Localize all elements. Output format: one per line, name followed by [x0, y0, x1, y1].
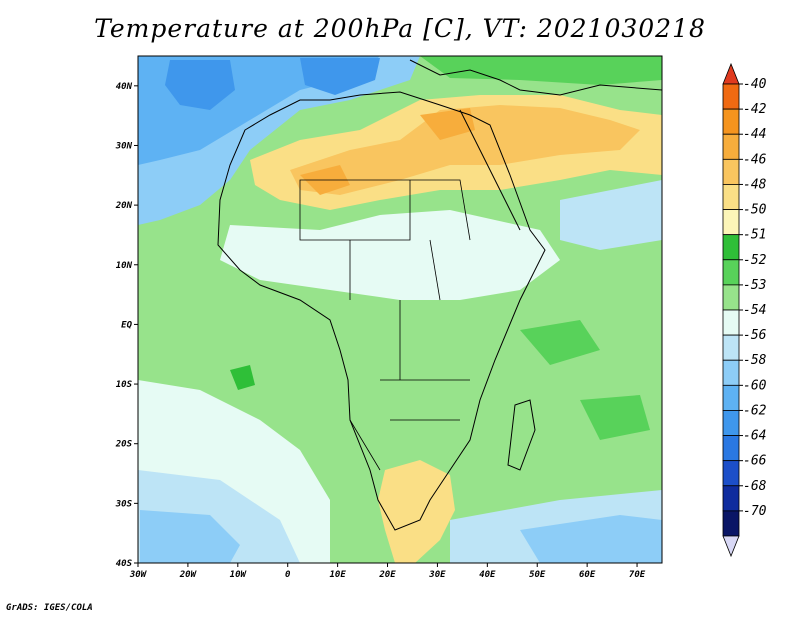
- lat-tick-label: 40S: [116, 559, 133, 569]
- colorbar-swatch: [722, 284, 740, 311]
- red-sea-coast: [459, 109, 521, 231]
- lon-tick-label: 0: [285, 570, 291, 580]
- colorbar-swatch: [722, 259, 740, 286]
- colorbar-top-arrow: [722, 62, 740, 85]
- colorbar-label: -53: [743, 278, 766, 293]
- colorbar-label: -56: [743, 328, 767, 343]
- field-green-patch-2: [580, 395, 650, 440]
- lon-tick-label: 30W: [129, 570, 148, 580]
- colorbar-label: -68: [743, 479, 767, 494]
- lat-tick-label: 10S: [116, 380, 133, 390]
- colorbar-swatch: [722, 485, 740, 512]
- lon-tick-label: 70E: [629, 570, 646, 580]
- colorbar-swatch: [722, 334, 740, 361]
- colorbar-swatch: [722, 460, 740, 487]
- lon-tick-label: 30E: [428, 570, 446, 580]
- field-coldest-cell-1: [165, 60, 235, 110]
- colorbar: -40 -42 -44 -46 -48 -50 -51 -52 -53 -54 -56 -58 -60 -…: [722, 62, 767, 558]
- lat-tick-label: 10N: [116, 261, 133, 271]
- colorbar-label: -50: [743, 203, 767, 218]
- field-coldest-cell-2: [300, 58, 380, 95]
- colorbar-label: -46: [743, 152, 767, 167]
- temperature-field: [138, 56, 662, 563]
- plot-frame: [137, 55, 663, 564]
- colorbar-swatch: [722, 410, 740, 436]
- colorbar-swatch: [722, 359, 740, 386]
- lat-tick-label: 20S: [115, 440, 133, 450]
- colorbar-label: -64: [743, 429, 766, 444]
- colorbar-swatch: [722, 384, 740, 411]
- colorbar-label: -40: [743, 77, 767, 92]
- colorbar-label: -52: [743, 253, 767, 268]
- field-cold-southwest: [140, 510, 240, 563]
- colorbar-swatch: [722, 158, 740, 185]
- lat-tick-label: 20N: [115, 201, 133, 211]
- lon-tick-label: 60E: [579, 570, 596, 580]
- field-cold-southeast: [520, 515, 662, 563]
- colorbar-label: -60: [743, 378, 767, 393]
- colorbar-label: -42: [743, 102, 767, 117]
- colorbar-swatch: [722, 435, 740, 462]
- field-green-patch-1: [230, 365, 255, 390]
- colorbar-swatch: [722, 234, 740, 261]
- colorbar-label: -66: [743, 454, 767, 469]
- madagascar-coastline: [507, 399, 536, 471]
- lon-tick-label: 10E: [329, 570, 346, 580]
- field-cool-east: [560, 180, 662, 250]
- credit-label: GrADS: IGES/COLA: [6, 603, 93, 613]
- colorbar-swatch: [722, 83, 740, 110]
- field-warm-south: [378, 460, 455, 563]
- colorbar-swatch: [722, 108, 740, 135]
- lat-tick-label: 30N: [115, 141, 133, 151]
- lat-tick-label: 30S: [115, 499, 133, 509]
- lon-tick-label: 40E: [479, 570, 496, 580]
- lon-tick-label: 10W: [230, 570, 248, 580]
- map-title: Temperature at 200hPa [C], VT: 202103021…: [94, 14, 706, 43]
- lon-tick-label: 50E: [529, 570, 546, 580]
- field-green-north: [420, 56, 662, 85]
- colorbar-label: -48: [743, 177, 767, 192]
- field-green-patch-3: [520, 320, 600, 365]
- lon-tick-label: 20W: [179, 570, 198, 580]
- colorbar-swatch: [722, 184, 740, 210]
- colorbar-swatch: [722, 133, 740, 160]
- colorbar-label: -62: [743, 403, 767, 418]
- longitude-axis: 30W 20W 10W 0 10E 20E 30E 40E 50E 60E 70E: [129, 563, 646, 580]
- colorbar-swatch: [722, 510, 740, 537]
- lat-tick-label: 40N: [116, 82, 133, 92]
- colorbar-bottom-arrow: [722, 535, 740, 558]
- lon-tick-label: 20E: [378, 570, 396, 580]
- field-pale-tropics: [220, 210, 560, 300]
- africa-coastline: [217, 91, 546, 531]
- latitude-axis: 40N 30N 20N 10N EQ 10S 20S 30S 40S: [115, 82, 138, 569]
- country-borders: [299, 179, 471, 471]
- colorbar-label: -70: [743, 504, 767, 519]
- colorbar-label: -51: [743, 228, 766, 243]
- colorbar-label: -54: [743, 303, 766, 318]
- colorbar-label: -58: [743, 353, 767, 368]
- colorbar-label: -44: [743, 127, 766, 142]
- mediterranean-coast: [409, 59, 662, 96]
- colorbar-swatch: [722, 309, 740, 336]
- field-warm-core-2: [420, 108, 475, 140]
- field-warm-band: [290, 105, 640, 195]
- lat-tick-label: EQ: [121, 320, 132, 330]
- colorbar-swatch: [722, 209, 740, 236]
